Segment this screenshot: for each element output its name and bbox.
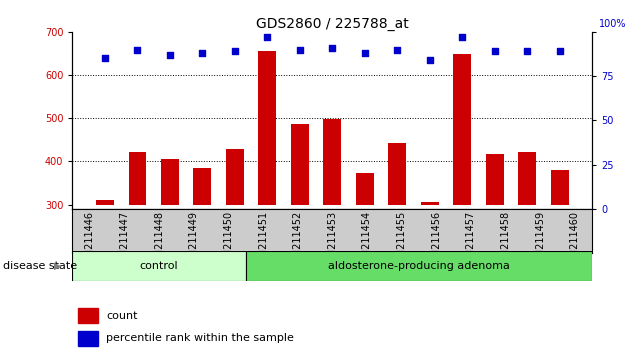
Point (554, 48, 564, 54)
Bar (258, 51, 277, 205)
Text: disease state: disease state (3, 261, 77, 271)
Text: GSM211447: GSM211447 (120, 211, 129, 270)
Text: GSM211457: GSM211457 (466, 211, 476, 270)
Bar (72, 251, 246, 281)
Bar (356, 173, 374, 205)
Bar (421, 201, 438, 205)
Point (457, 34, 467, 40)
Text: GSM211446: GSM211446 (85, 211, 94, 270)
Bar (388, 143, 406, 205)
Point (165, 52, 175, 58)
Bar (129, 152, 146, 205)
Bar (226, 149, 244, 205)
Text: GSM211459: GSM211459 (536, 211, 545, 270)
Bar (161, 159, 179, 205)
Bar (551, 170, 568, 205)
Bar (454, 54, 471, 205)
Point (100, 56, 110, 61)
Bar (246, 251, 592, 281)
Text: GSM211455: GSM211455 (397, 211, 406, 270)
Point (392, 47, 403, 52)
Text: GSM211453: GSM211453 (328, 211, 337, 270)
Title: GDS2860 / 225788_at: GDS2860 / 225788_at (256, 17, 409, 31)
Text: percentile rank within the sample: percentile rank within the sample (106, 333, 294, 343)
Point (327, 45, 337, 51)
Text: GSM211458: GSM211458 (501, 211, 510, 270)
Point (490, 48, 500, 54)
Text: GSM211452: GSM211452 (293, 211, 302, 270)
Text: GSM211448: GSM211448 (154, 211, 164, 270)
Text: aldosterone-producing adenoma: aldosterone-producing adenoma (328, 261, 510, 272)
Point (295, 47, 305, 52)
Point (522, 48, 532, 54)
Text: count: count (106, 311, 138, 321)
Bar (193, 168, 211, 205)
Bar (77, 308, 98, 323)
Point (197, 50, 207, 56)
Bar (323, 119, 341, 205)
Text: GSM211454: GSM211454 (362, 211, 372, 270)
Bar (291, 124, 309, 205)
Text: GSM211456: GSM211456 (432, 211, 441, 270)
Point (230, 48, 240, 54)
Text: GSM211449: GSM211449 (189, 211, 198, 270)
Text: GSM211460: GSM211460 (570, 211, 580, 270)
Point (425, 57, 435, 63)
Point (262, 34, 272, 40)
Bar (96, 200, 114, 205)
Point (360, 50, 370, 56)
Text: control: control (140, 261, 178, 272)
Text: 100%: 100% (599, 19, 627, 29)
Bar (486, 154, 503, 205)
Text: GSM211450: GSM211450 (224, 211, 233, 270)
Bar (77, 331, 98, 346)
Bar (518, 152, 536, 205)
Point (132, 47, 142, 52)
Text: GSM211451: GSM211451 (258, 211, 268, 270)
Text: ▶: ▶ (54, 261, 61, 271)
